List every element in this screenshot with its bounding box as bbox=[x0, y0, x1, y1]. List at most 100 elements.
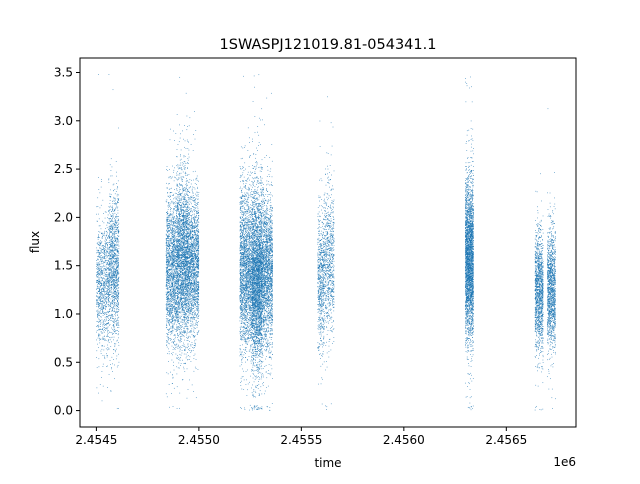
data-point bbox=[115, 258, 116, 259]
data-point bbox=[101, 295, 102, 296]
data-point bbox=[106, 302, 107, 303]
data-point bbox=[170, 328, 171, 329]
data-point bbox=[173, 274, 174, 275]
data-point bbox=[101, 273, 102, 274]
data-point bbox=[170, 265, 171, 266]
data-point bbox=[181, 332, 182, 333]
data-point bbox=[175, 335, 176, 336]
data-point bbox=[185, 189, 186, 190]
data-point bbox=[169, 189, 170, 190]
data-point bbox=[115, 220, 116, 221]
data-point bbox=[113, 359, 114, 360]
data-point bbox=[170, 292, 171, 293]
data-point bbox=[97, 265, 98, 266]
data-point bbox=[116, 356, 117, 357]
data-point bbox=[113, 260, 114, 261]
data-point bbox=[168, 323, 169, 324]
data-point bbox=[187, 326, 188, 327]
data-point bbox=[101, 351, 102, 352]
data-point bbox=[103, 308, 104, 309]
data-point bbox=[173, 293, 174, 294]
data-point bbox=[114, 303, 115, 304]
data-point bbox=[172, 251, 173, 252]
data-point bbox=[103, 287, 104, 288]
data-point bbox=[181, 292, 182, 293]
data-point bbox=[168, 253, 169, 254]
data-point bbox=[172, 306, 173, 307]
data-point bbox=[99, 279, 100, 280]
data-point bbox=[172, 326, 173, 327]
data-point bbox=[115, 216, 116, 217]
data-point bbox=[113, 190, 114, 191]
data-point bbox=[166, 248, 167, 249]
data-point bbox=[101, 277, 102, 278]
data-point bbox=[108, 267, 109, 268]
data-point bbox=[101, 353, 102, 354]
data-point bbox=[170, 293, 171, 294]
data-point bbox=[166, 278, 167, 279]
data-point bbox=[107, 291, 108, 292]
data-point bbox=[104, 246, 105, 247]
data-point bbox=[170, 240, 171, 241]
data-point bbox=[113, 289, 114, 290]
data-point bbox=[180, 228, 181, 229]
data-point bbox=[110, 270, 111, 271]
data-point bbox=[115, 219, 116, 220]
data-point bbox=[171, 243, 172, 244]
data-point bbox=[100, 329, 101, 330]
data-point bbox=[107, 264, 108, 265]
data-point bbox=[103, 247, 104, 248]
data-point bbox=[104, 292, 105, 293]
data-point bbox=[166, 254, 167, 255]
data-point bbox=[105, 300, 106, 301]
data-point bbox=[182, 292, 183, 293]
data-point bbox=[116, 222, 117, 223]
data-point bbox=[114, 244, 115, 245]
data-point bbox=[113, 89, 114, 90]
data-point bbox=[108, 278, 109, 279]
data-point bbox=[112, 237, 113, 238]
data-point bbox=[171, 238, 172, 239]
data-point bbox=[171, 331, 172, 332]
data-point bbox=[173, 240, 174, 241]
data-point bbox=[174, 244, 175, 245]
data-point bbox=[117, 298, 118, 299]
data-point bbox=[168, 349, 169, 350]
data-point bbox=[104, 266, 105, 267]
data-point bbox=[174, 269, 175, 270]
data-point bbox=[176, 219, 177, 220]
data-point bbox=[116, 233, 117, 234]
data-point bbox=[96, 252, 97, 253]
data-point bbox=[111, 337, 112, 338]
data-point bbox=[116, 324, 117, 325]
data-point bbox=[114, 285, 115, 286]
data-point bbox=[169, 257, 170, 258]
data-point bbox=[98, 74, 99, 75]
data-point bbox=[104, 283, 105, 284]
data-point bbox=[116, 261, 117, 262]
data-point bbox=[108, 235, 109, 236]
data-point bbox=[104, 231, 105, 232]
data-point bbox=[169, 351, 170, 352]
data-point bbox=[172, 260, 173, 261]
data-point bbox=[118, 278, 119, 279]
data-point bbox=[118, 331, 119, 332]
data-point bbox=[166, 251, 167, 252]
data-point bbox=[101, 322, 102, 323]
data-point bbox=[169, 203, 170, 204]
data-point bbox=[167, 170, 168, 171]
data-point bbox=[171, 310, 172, 311]
data-point bbox=[187, 193, 188, 194]
data-point bbox=[118, 327, 119, 328]
data-point bbox=[177, 185, 178, 186]
data-point bbox=[178, 315, 179, 316]
data-point bbox=[110, 285, 111, 286]
data-point bbox=[171, 178, 172, 179]
data-point bbox=[185, 289, 186, 290]
data-point bbox=[103, 258, 104, 259]
data-point bbox=[187, 277, 188, 278]
data-point bbox=[97, 367, 98, 368]
data-point bbox=[171, 282, 172, 283]
data-point bbox=[117, 327, 118, 328]
